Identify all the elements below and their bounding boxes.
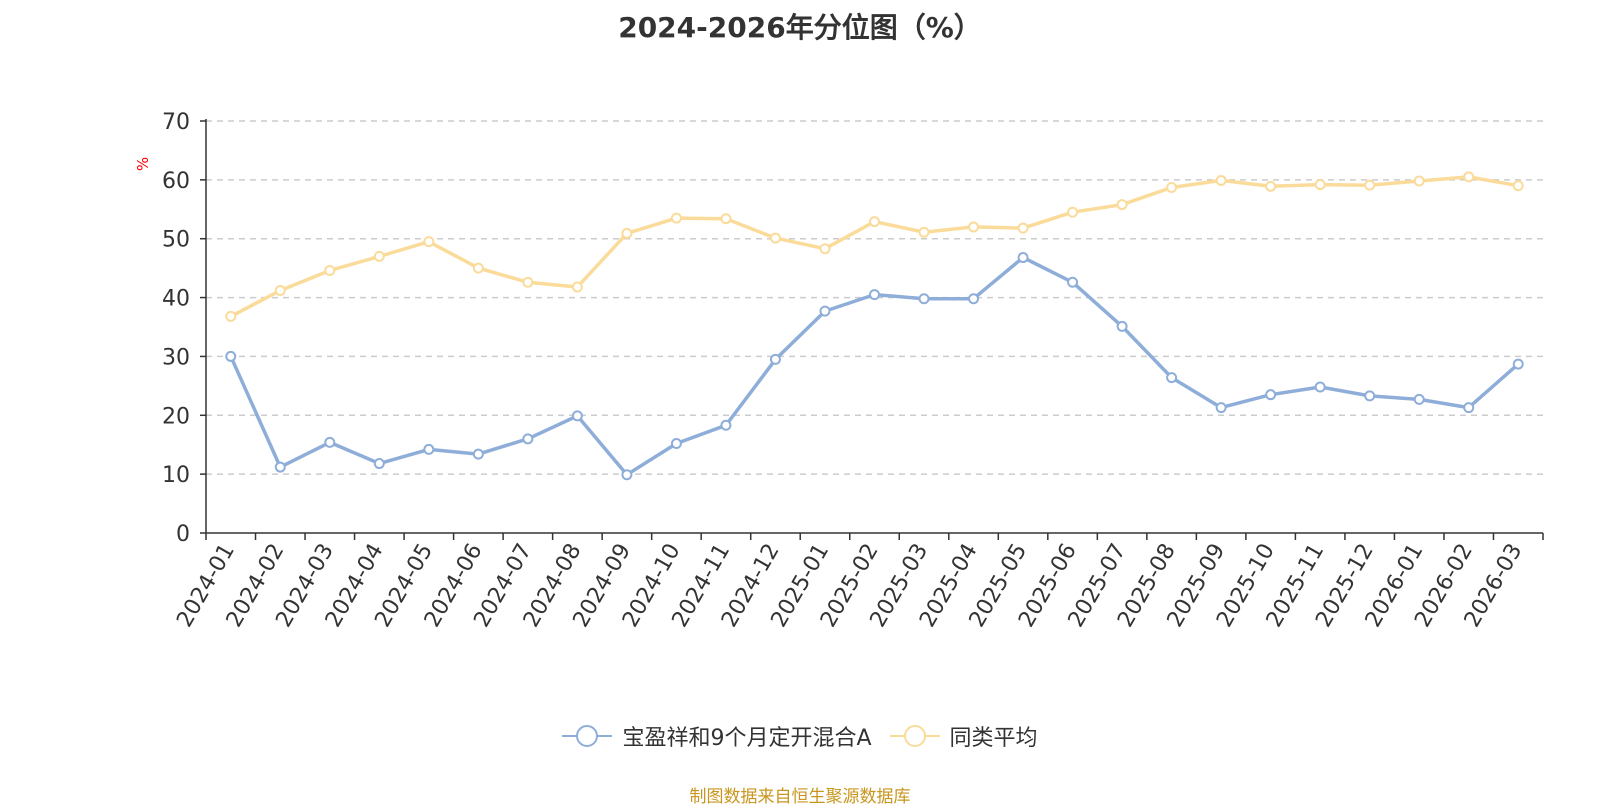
data-point[interactable] <box>1314 179 1326 191</box>
data-point[interactable] <box>1413 175 1425 187</box>
y-tick-label: 60 <box>162 169 190 194</box>
y-tick-label: 50 <box>162 228 190 253</box>
data-point[interactable] <box>670 212 682 224</box>
data-point[interactable] <box>225 310 237 322</box>
data-point[interactable] <box>869 289 880 301</box>
legend: 宝盈祥和9个月定开混合A 同类平均 <box>0 720 1600 752</box>
data-point[interactable] <box>769 232 781 244</box>
data-point[interactable] <box>1215 402 1227 414</box>
legend-label-fund: 宝盈祥和9个月定开混合A <box>622 726 872 751</box>
data-point[interactable] <box>1512 180 1524 192</box>
data-point[interactable] <box>522 433 534 445</box>
data-point[interactable] <box>819 243 831 255</box>
data-point[interactable] <box>1413 393 1425 405</box>
data-point[interactable] <box>1166 372 1178 384</box>
data-point[interactable] <box>621 227 633 239</box>
source-note: 制图数据来自恒生聚源数据库 <box>689 787 911 807</box>
data-point[interactable] <box>1463 402 1475 414</box>
data-point[interactable] <box>225 350 237 362</box>
data-point[interactable] <box>769 353 781 365</box>
data-point[interactable] <box>1512 358 1524 370</box>
data-point[interactable] <box>373 458 385 470</box>
data-point[interactable] <box>571 281 583 293</box>
data-point[interactable] <box>1215 174 1227 186</box>
data-point[interactable] <box>472 448 484 460</box>
legend-item-fund[interactable]: 宝盈祥和9个月定开混合A <box>562 720 872 752</box>
y-tick-label: 10 <box>162 463 190 488</box>
data-point[interactable] <box>1017 222 1029 234</box>
y-tick-label: 30 <box>162 345 190 370</box>
data-point[interactable] <box>1265 389 1277 401</box>
data-point[interactable] <box>1463 171 1475 183</box>
data-point[interactable] <box>819 305 831 317</box>
legend-label-category-average: 同类平均 <box>949 726 1038 751</box>
data-point[interactable] <box>1017 252 1029 264</box>
data-point[interactable] <box>918 293 930 305</box>
data-point[interactable] <box>522 276 534 288</box>
data-point[interactable] <box>670 438 682 450</box>
data-point[interactable] <box>423 443 435 455</box>
data-point[interactable] <box>1116 320 1128 332</box>
axes: 0102030405060702024-012024-022024-032024… <box>162 110 1544 632</box>
data-point[interactable] <box>1067 276 1079 288</box>
data-point[interactable] <box>324 264 336 276</box>
chart-title: 2024-2026年分位图（%） <box>618 11 982 44</box>
data-point[interactable] <box>968 221 980 233</box>
data-point[interactable] <box>1364 179 1376 191</box>
y-tick-label: 70 <box>162 110 190 135</box>
series-markers <box>225 171 1524 481</box>
legend-line-circle-icon <box>562 725 613 747</box>
data-point[interactable] <box>1314 381 1326 393</box>
data-point[interactable] <box>274 461 286 473</box>
data-point[interactable] <box>324 436 336 448</box>
data-point[interactable] <box>571 410 583 422</box>
data-point[interactable] <box>1265 180 1277 192</box>
data-point[interactable] <box>621 469 633 481</box>
data-point[interactable] <box>373 250 385 262</box>
data-point[interactable] <box>918 226 930 238</box>
y-tick-label: 0 <box>176 522 190 547</box>
data-point[interactable] <box>720 419 732 431</box>
data-point[interactable] <box>1116 199 1128 211</box>
legend-line-circle-icon <box>889 725 940 747</box>
y-tick-label: 20 <box>162 404 190 429</box>
data-point[interactable] <box>1166 182 1178 194</box>
data-point[interactable] <box>869 216 880 228</box>
data-point[interactable] <box>1067 206 1079 218</box>
y-axis-label: % <box>134 157 152 171</box>
data-point[interactable] <box>968 293 980 305</box>
data-point[interactable] <box>720 213 732 225</box>
data-point[interactable] <box>423 236 435 248</box>
data-point[interactable] <box>274 285 286 297</box>
legend-item-category-average[interactable]: 同类平均 <box>889 720 1038 752</box>
data-point[interactable] <box>1364 390 1376 402</box>
y-tick-label: 40 <box>162 287 190 312</box>
data-point[interactable] <box>472 262 484 274</box>
